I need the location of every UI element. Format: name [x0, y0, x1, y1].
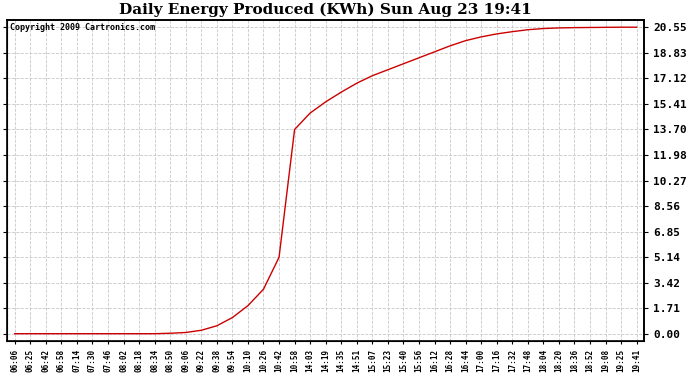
Text: Copyright 2009 Cartronics.com: Copyright 2009 Cartronics.com: [10, 23, 155, 32]
Title: Daily Energy Produced (KWh) Sun Aug 23 19:41: Daily Energy Produced (KWh) Sun Aug 23 1…: [119, 3, 532, 17]
